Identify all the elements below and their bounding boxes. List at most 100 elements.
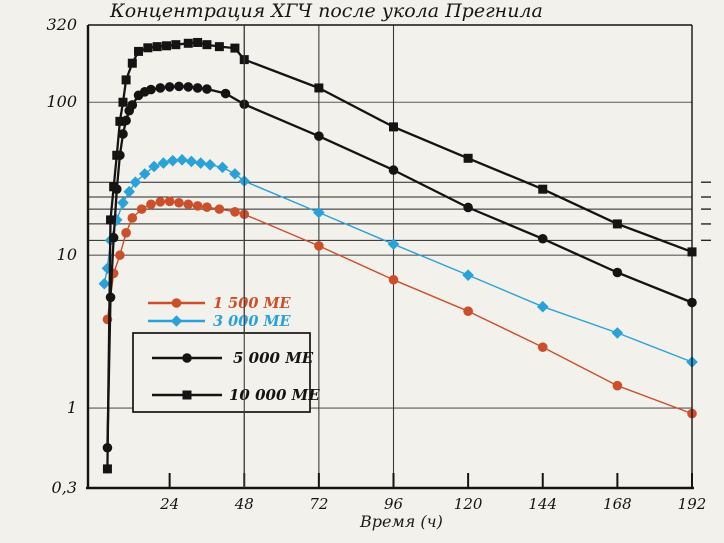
circle-marker <box>612 380 623 391</box>
x-tick-label: 192 <box>678 495 707 513</box>
series-layer <box>98 37 698 474</box>
diamond-marker <box>117 196 129 209</box>
circle-marker <box>388 274 399 285</box>
circle-marker <box>388 165 399 175</box>
x-tick-label: 24 <box>159 495 179 513</box>
square-marker <box>183 38 193 48</box>
circle-marker <box>220 88 231 99</box>
square-marker <box>115 116 125 126</box>
y-tick-label: 100 <box>46 92 77 111</box>
circle-marker <box>214 204 225 214</box>
diamond-marker <box>176 154 188 166</box>
legend-label-10-000-МЕ: 10 000 МЕ <box>229 386 320 404</box>
diamond-marker <box>138 168 151 180</box>
diamond-marker <box>194 157 207 169</box>
diamond-marker <box>157 157 170 169</box>
diamond-marker <box>185 155 198 168</box>
x-tick-label: 72 <box>309 495 328 513</box>
circle-marker <box>537 233 548 244</box>
circle-marker <box>183 199 194 210</box>
circle-marker <box>127 213 138 223</box>
legend-layer: 1 500 МЕ3 000 МЕ 5 000 МЕ 10 000 МЕ <box>132 25 320 488</box>
square-marker <box>143 43 153 53</box>
square-marker <box>182 390 192 400</box>
circle-marker <box>314 241 324 251</box>
diamond-marker <box>148 160 160 173</box>
circle-marker <box>463 306 473 316</box>
circle-marker <box>146 199 156 210</box>
square-marker <box>118 97 128 107</box>
square-marker <box>389 122 398 132</box>
grid-layer <box>88 25 711 488</box>
circle-marker <box>537 342 548 353</box>
square-marker <box>612 219 622 229</box>
legend-label-1-500-МЕ: 1 500 МЕ <box>213 295 292 312</box>
diamond-marker <box>611 327 624 339</box>
x-tick-label: 144 <box>528 495 557 513</box>
square-marker <box>134 46 144 56</box>
square-marker <box>106 215 116 225</box>
diamond-marker <box>462 269 474 281</box>
diamond-marker <box>123 185 136 198</box>
legend-box <box>132 332 311 413</box>
circle-marker <box>192 83 203 93</box>
square-marker <box>109 182 119 192</box>
circle-marker <box>174 81 184 92</box>
square-marker <box>112 150 122 160</box>
circle-marker <box>612 267 623 278</box>
square-marker <box>538 184 548 194</box>
circle-marker <box>192 201 203 211</box>
circle-marker <box>183 82 194 92</box>
diamond-marker <box>229 168 241 180</box>
diamond-marker <box>170 315 183 327</box>
circle-marker <box>136 204 147 214</box>
circle-marker <box>463 202 473 213</box>
circle-marker <box>182 353 192 363</box>
series-1-500-МЕ <box>102 196 697 419</box>
diamond-marker <box>204 158 216 171</box>
square-marker <box>127 58 137 68</box>
circle-marker <box>146 84 156 95</box>
diamond-marker <box>387 238 400 250</box>
y-tick-label: 10 <box>57 245 77 264</box>
series-line <box>103 159 693 363</box>
square-marker <box>214 42 224 52</box>
square-marker <box>202 40 212 50</box>
chart-title: Концентрация ХГЧ после укола Прегнила <box>109 0 543 22</box>
diamond-marker <box>313 206 325 219</box>
diamond-marker <box>98 277 111 290</box>
circle-marker <box>202 202 212 212</box>
axes-layer: 24 48 72 96 120 144 168 192 320 100 10 1 0,3 <box>46 15 706 513</box>
circle-marker <box>314 131 324 141</box>
circle-marker <box>155 197 166 207</box>
x-axis-title: Время (ч) <box>359 512 443 531</box>
circle-marker <box>127 100 138 110</box>
circle-marker <box>115 250 125 260</box>
x-tick-label: 120 <box>454 495 483 513</box>
square-marker <box>162 41 172 51</box>
legend-label-3-000-МЕ: 3 000 МЕ <box>213 313 292 330</box>
diamond-marker <box>166 154 179 167</box>
y-tick-label: 320 <box>46 15 77 34</box>
diamond-marker <box>536 300 549 313</box>
square-marker <box>230 43 240 53</box>
circle-marker <box>202 84 212 94</box>
legend-label-5-000-МЕ: 5 000 МЕ <box>233 349 314 367</box>
square-marker <box>121 75 131 85</box>
y-tick-label: 0,3 <box>52 478 77 497</box>
circle-marker <box>164 196 175 207</box>
x-tick-label: 168 <box>603 495 632 513</box>
series-3-000-МЕ <box>98 154 698 368</box>
circle-marker <box>230 207 240 217</box>
diamond-marker <box>129 176 142 188</box>
circle-marker <box>118 129 128 139</box>
circle-marker <box>171 298 182 308</box>
square-marker <box>193 37 203 47</box>
square-marker <box>102 464 112 474</box>
circle-marker <box>174 197 184 208</box>
square-marker <box>152 42 162 52</box>
y-tick-label: 1 <box>67 398 77 417</box>
circle-marker <box>121 228 131 238</box>
